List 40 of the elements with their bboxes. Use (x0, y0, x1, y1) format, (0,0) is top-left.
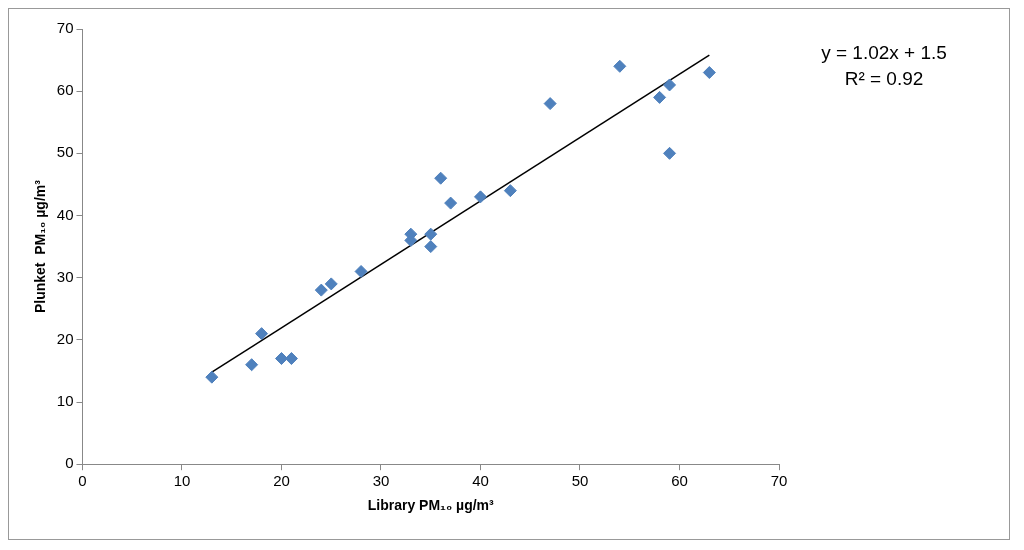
x-tick-label: 50 (571, 472, 589, 490)
y-tick-label: 60 (56, 81, 74, 99)
point (424, 227, 438, 241)
point (473, 190, 487, 204)
point (613, 59, 627, 73)
x-tick-label: 30 (372, 472, 390, 490)
text: R² = 0.92 (844, 68, 924, 89)
point (424, 240, 438, 254)
x-tick-label: 60 (671, 472, 688, 490)
y-tick-label: 40 (56, 205, 74, 223)
y-tick-label: 70 (56, 19, 74, 37)
point (653, 90, 667, 104)
point (314, 283, 328, 297)
x-tick-label: 20 (273, 472, 290, 490)
x-tick-label: 10 (173, 472, 191, 490)
point (503, 184, 517, 198)
point (255, 327, 269, 341)
x-tick-label: 40 (472, 472, 489, 490)
x-tick-label: 70 (770, 472, 788, 490)
y-tick-label: 0 (65, 454, 74, 472)
x-tick-label: 0 (78, 472, 87, 490)
point (354, 264, 368, 278)
point (245, 358, 259, 372)
y-tick-label: 20 (56, 330, 74, 347)
point (274, 352, 288, 366)
point (444, 196, 458, 210)
point (543, 97, 557, 111)
point (284, 352, 298, 366)
point (205, 370, 219, 384)
x-axis-title: Library PM₁₀ µg/m³ (367, 497, 495, 514)
y-tick-label: 30 (56, 267, 74, 285)
y-tick-label: 10 (56, 392, 74, 410)
point (663, 78, 677, 92)
text: y = 1.02x + 1.5 (821, 42, 947, 63)
point (702, 66, 716, 80)
point (434, 171, 448, 185)
point (324, 277, 338, 291)
y-tick-label: 50 (56, 143, 74, 161)
y-axis-title: Plunket PM₁₀ µg/m³ (32, 179, 49, 314)
point (663, 146, 677, 160)
